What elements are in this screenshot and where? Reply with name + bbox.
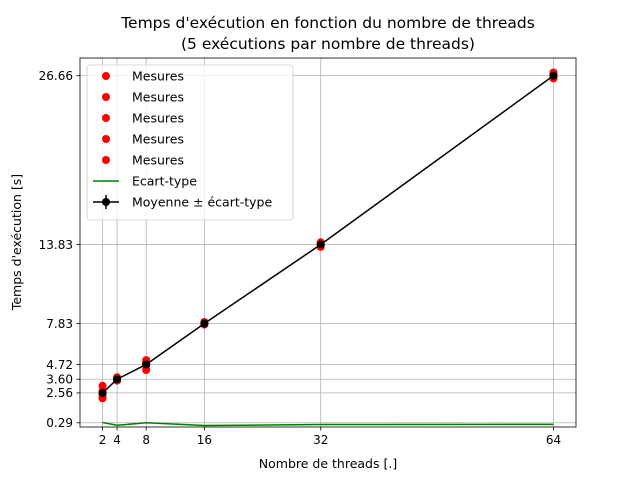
y-axis-label: Temps d'exécution [s] (9, 174, 24, 311)
mean-point (316, 240, 325, 249)
legend-marker (102, 198, 110, 206)
legend-marker (102, 72, 110, 80)
x-tick-label: 2 (99, 433, 107, 447)
plot-data (98, 68, 558, 427)
measure-point (98, 381, 107, 390)
y-tick-label: 13.83 (39, 238, 73, 252)
legend-label: Mesures (132, 69, 184, 84)
y-tick-label: 3.60 (46, 373, 73, 387)
axis-ticks: 2 4 8 16 32 64 0.29 2.563.604.72 7.83 13.83 26.66 (39, 69, 561, 447)
legend-box (86, 64, 294, 221)
mean-point (549, 71, 558, 80)
y-tick-label: 4.72 (46, 358, 73, 372)
mean-point (142, 360, 151, 369)
legend-label: Moyenne ± écart-type (132, 195, 272, 210)
legend-marker (102, 135, 110, 143)
y-tick-label: 26.66 (39, 69, 73, 83)
legend-label: Mesures (132, 132, 184, 147)
legend-label: Ecart-type (132, 174, 197, 189)
y-tick-label: 0.29 (46, 416, 73, 430)
legend-marker (102, 156, 110, 164)
legend-label: Mesures (132, 90, 184, 105)
x-tick-label: 64 (546, 433, 561, 447)
legend-label: Mesures (132, 111, 184, 126)
chart-subtitle: (5 exécutions par nombre de threads) (181, 35, 475, 53)
x-tick-label: 8 (142, 433, 150, 447)
x-tick-label: 32 (313, 433, 328, 447)
chart-title: Temps d'exécution en fonction du nombre … (120, 14, 535, 32)
std-dev-line (102, 421, 554, 427)
y-tick-label: 2.56 (46, 386, 73, 400)
legend-marker (102, 114, 110, 122)
x-axis-label: Nombre de threads [.] (259, 456, 397, 471)
mean-point (200, 319, 209, 328)
legend-label: Mesures (132, 153, 184, 168)
legend: Mesures Mesures Mesures Mesures Mesures Ecart… (86, 64, 294, 221)
x-tick-label: 16 (197, 433, 212, 447)
x-tick-label: 4 (113, 433, 121, 447)
mean-point (113, 375, 122, 384)
y-tick-label: 7.83 (46, 317, 73, 331)
legend-marker (102, 93, 110, 101)
plot-frame (79, 57, 577, 428)
mean-point (98, 388, 107, 397)
